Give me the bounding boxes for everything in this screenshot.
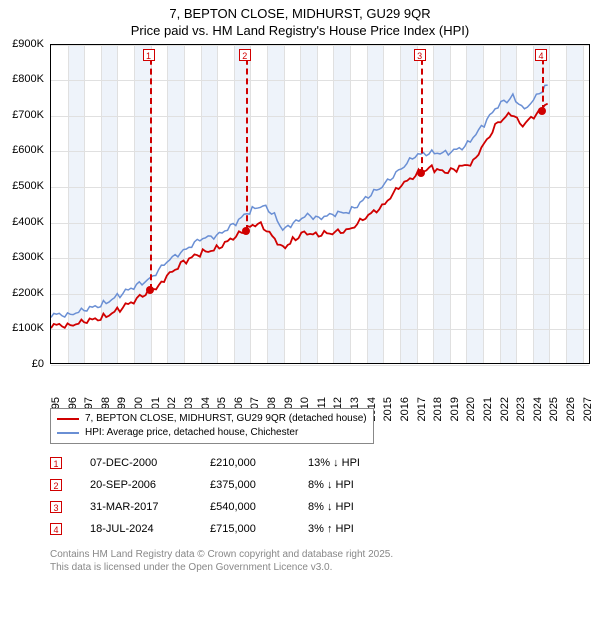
x-tick-label: 2017 (416, 397, 428, 421)
transaction-marker: 2 (50, 479, 62, 491)
x-axis-labels: 1995199619971998199920002001200220032004… (50, 367, 590, 407)
x-tick-label: 2021 (482, 397, 494, 421)
transaction-pct-vs-hpi: 13% ↓ HPI (308, 457, 388, 469)
price-point-dot (146, 286, 154, 294)
chart-lines (51, 45, 589, 363)
price-point-dot (538, 107, 546, 115)
y-tick-label: £600K (12, 144, 44, 156)
transaction-row: 2 20-SEP-2006 £375,000 8% ↓ HPI (50, 474, 388, 496)
chart-legend: 7, BEPTON CLOSE, MIDHURST, GU29 9QR (det… (50, 408, 374, 444)
legend-row: HPI: Average price, detached house, Chic… (57, 426, 367, 440)
marker-dashed-line (150, 49, 152, 290)
y-tick-label: £400K (12, 216, 44, 228)
legend-swatch (57, 432, 79, 434)
transaction-row: 1 07-DEC-2000 £210,000 13% ↓ HPI (50, 452, 388, 474)
y-tick-label: £700K (12, 109, 44, 121)
x-tick-label: 2018 (432, 397, 444, 421)
transaction-table: 1 07-DEC-2000 £210,000 13% ↓ HPI 2 20-SEP-200… (50, 452, 388, 540)
x-tick-label: 2020 (465, 397, 477, 421)
title-line2: Price paid vs. HM Land Registry's House … (0, 23, 600, 40)
legend-label: 7, BEPTON CLOSE, MIDHURST, GU29 9QR (det… (85, 412, 367, 426)
x-tick-label: 2026 (565, 397, 577, 421)
marker-number-box: 1 (143, 49, 155, 61)
y-tick-label: £900K (12, 38, 44, 50)
x-tick-label: 2016 (399, 397, 411, 421)
y-tick-label: £200K (12, 287, 44, 299)
transaction-date: 07-DEC-2000 (90, 457, 182, 469)
transaction-pct-vs-hpi: 3% ↑ HPI (308, 523, 388, 535)
transaction-pct-vs-hpi: 8% ↓ HPI (308, 501, 388, 513)
transaction-price: £375,000 (210, 479, 280, 491)
transaction-marker: 4 (50, 523, 62, 535)
x-tick-label: 2015 (382, 397, 394, 421)
y-axis-labels: £0£100K£200K£300K£400K£500K£600K£700K£80… (0, 44, 48, 364)
marker-number-box: 4 (535, 49, 547, 61)
legend-label: HPI: Average price, detached house, Chic… (85, 426, 298, 440)
footer-line1: Contains HM Land Registry data © Crown c… (50, 548, 393, 561)
transaction-price: £210,000 (210, 457, 280, 469)
chart-title-block: 7, BEPTON CLOSE, MIDHURST, GU29 9QR Pric… (0, 0, 600, 40)
marker-number-box: 3 (414, 49, 426, 61)
x-tick-label: 2019 (449, 397, 461, 421)
x-tick-label: 2022 (499, 397, 511, 421)
transaction-row: 4 18-JUL-2024 £715,000 3% ↑ HPI (50, 518, 388, 540)
x-tick-label: 2027 (582, 397, 594, 421)
y-tick-label: £100K (12, 322, 44, 334)
marker-dashed-line (246, 49, 248, 232)
transaction-price: £715,000 (210, 523, 280, 535)
y-tick-label: £800K (12, 73, 44, 85)
y-tick-label: £500K (12, 180, 44, 192)
transaction-row: 3 31-MAR-2017 £540,000 8% ↓ HPI (50, 496, 388, 518)
gridline-h (51, 365, 589, 366)
chart-container: £0 £100K £200K £300K £400K £500K £600K £700K £80… (0, 44, 600, 404)
marker-number-box: 2 (239, 49, 251, 61)
marker-dashed-line (421, 49, 423, 173)
transaction-date: 20-SEP-2006 (90, 479, 182, 491)
transaction-pct-vs-hpi: 8% ↓ HPI (308, 479, 388, 491)
title-line1: 7, BEPTON CLOSE, MIDHURST, GU29 9QR (0, 6, 600, 23)
footer-line2: This data is licensed under the Open Gov… (50, 561, 393, 574)
legend-row: 7, BEPTON CLOSE, MIDHURST, GU29 9QR (det… (57, 412, 367, 426)
footer-attribution: Contains HM Land Registry data © Crown c… (50, 548, 393, 574)
price-point-dot (242, 227, 250, 235)
x-tick-label: 2024 (532, 397, 544, 421)
transaction-price: £540,000 (210, 501, 280, 513)
y-tick-label: £0 (32, 358, 44, 370)
plot-area: 1 2 3 4 (50, 44, 590, 364)
y-tick-label: £300K (12, 251, 44, 263)
price-point-dot (417, 169, 425, 177)
legend-swatch (57, 418, 79, 420)
x-tick-label: 2025 (548, 397, 560, 421)
transaction-marker: 3 (50, 501, 62, 513)
series-line-hpi (51, 85, 548, 317)
x-tick-label: 2023 (515, 397, 527, 421)
transaction-date: 31-MAR-2017 (90, 501, 182, 513)
transaction-date: 18-JUL-2024 (90, 523, 182, 535)
transaction-marker: 1 (50, 457, 62, 469)
